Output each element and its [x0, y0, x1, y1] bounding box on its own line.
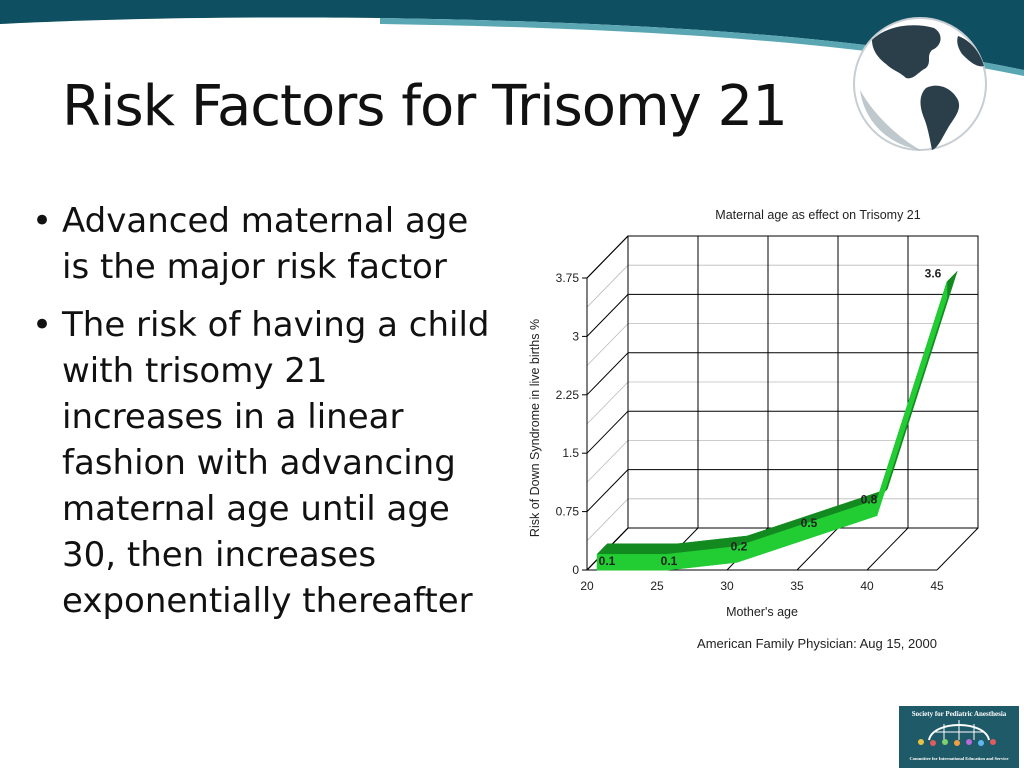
chart-data-label: 0.1: [661, 554, 678, 568]
chart-floor-line: [866, 527, 909, 571]
chart-data-label: 0.8: [861, 493, 878, 507]
bullet-text: Advanced maternal age is the major risk …: [62, 201, 469, 287]
logo-title: Society for Pediatric Anesthesia: [911, 710, 1007, 718]
logo-children: [918, 739, 996, 746]
chart-data-label: 0.5: [801, 516, 818, 530]
chart-gridline-minor: [586, 498, 629, 542]
header-band-shape: [0, 0, 1024, 70]
header-ribbon: [380, 18, 1024, 76]
globe-south-america: [920, 85, 960, 150]
chart-floor-line: [796, 527, 839, 571]
chart-y-tick-label: 3.75: [556, 271, 580, 285]
chart-gridline-minor: [586, 264, 629, 308]
globe-landmass-right: [957, 36, 984, 67]
globe-icon: [853, 17, 987, 151]
chart-x-axis-label: Mother's age: [726, 605, 798, 619]
chart-gridline-side: [586, 410, 629, 454]
chart-x-tick-label: 40: [860, 579, 874, 593]
logo-globe-icon: [918, 720, 996, 746]
chart-series-line-segment: [876, 281, 948, 516]
page-title: Risk Factors for Trisomy 21: [62, 74, 788, 139]
chart-gridline-minor: [586, 440, 629, 483]
chart-x-tick-label: 30: [720, 579, 734, 593]
chart-gridline-minor: [586, 381, 629, 425]
society-logo: Society for Pediatric Anesthesia Committ…: [899, 706, 1019, 768]
chart-y-tick-label: 0: [572, 563, 579, 577]
chart-gridline-minor: [586, 323, 629, 366]
chart-gridline-side: [586, 352, 629, 396]
bullet-dot: •: [32, 201, 53, 241]
globe-north-america: [872, 25, 941, 79]
chart-gridline-side: [586, 469, 629, 512]
chart-y-tick-label: 3: [572, 329, 579, 343]
header-band: [0, 0, 1024, 76]
chart-title: Maternal age as effect on Trisomy 21: [715, 208, 920, 222]
bullet-dot: •: [32, 305, 53, 345]
risk-chart: Maternal age as effect on Trisomy 21 0 0.7…: [528, 208, 979, 651]
chart-data-label: 0.1: [599, 554, 616, 568]
chart-x-tick-label: 35: [790, 579, 804, 593]
bullet-list: • Advanced maternal age is the major ris…: [28, 198, 498, 636]
chart-gridline-side: [586, 294, 629, 337]
chart-x-tick-label: 25: [650, 579, 664, 593]
chart-x-tick-label: 20: [580, 579, 594, 593]
chart-y-tick-label: 0.75: [556, 505, 580, 519]
chart-y-tick-label: 1.5: [562, 446, 579, 460]
chart-data-label: 3.6: [925, 267, 942, 281]
chart-gridline-side: [586, 235, 629, 279]
chart-x-tick-label: 45: [930, 579, 944, 593]
logo-meridians: [935, 720, 983, 740]
chart-floor-line: [936, 527, 979, 571]
bullet-item: • Advanced maternal age is the major ris…: [28, 198, 498, 290]
chart-data-label: 0.2: [731, 539, 748, 553]
globe-shadow: [860, 90, 920, 150]
chart-y-axis-label: Risk of Down Syndrome in live births %: [528, 319, 542, 537]
chart-y-tick-label: 2.25: [556, 388, 580, 402]
logo-subtitle: Committee for International Education an…: [909, 756, 1009, 761]
bullet-item: • The risk of having a child with trisom…: [28, 302, 498, 624]
bullet-text: The risk of having a child with trisomy …: [62, 305, 490, 621]
chart-series-line-top: [596, 543, 678, 555]
chart-source: American Family Physician: Aug 15, 2000: [697, 636, 937, 651]
